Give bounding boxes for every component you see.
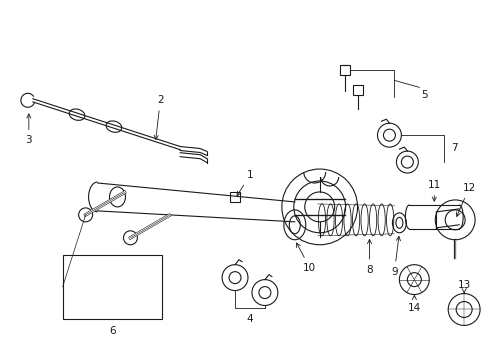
Text: 12: 12 — [455, 183, 475, 216]
Text: 11: 11 — [427, 180, 440, 201]
Text: 13: 13 — [457, 280, 470, 293]
Text: 2: 2 — [154, 95, 163, 139]
Text: 1: 1 — [237, 170, 253, 196]
Text: 14: 14 — [407, 296, 420, 312]
Bar — [62, 255, 162, 319]
Text: 10: 10 — [296, 243, 316, 273]
Text: 4: 4 — [246, 314, 253, 324]
Text: 9: 9 — [390, 237, 400, 276]
Text: 7: 7 — [450, 143, 457, 153]
Text: 6: 6 — [109, 327, 116, 336]
Text: 8: 8 — [366, 239, 372, 275]
Text: 5: 5 — [420, 90, 427, 100]
Text: 3: 3 — [25, 114, 32, 145]
